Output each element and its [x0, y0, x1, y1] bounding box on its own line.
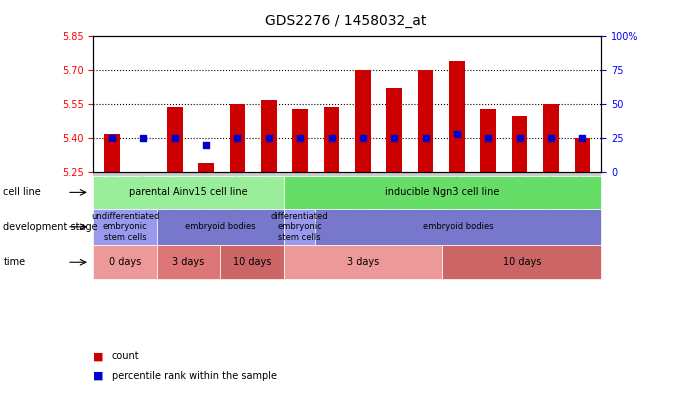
Text: undifferentiated
embryonic
stem cells: undifferentiated embryonic stem cells [91, 212, 159, 242]
Text: development stage: development stage [3, 222, 98, 232]
Point [357, 135, 368, 141]
Point [200, 142, 211, 148]
Text: cell line: cell line [3, 188, 41, 197]
Bar [323, 107, 339, 172]
Text: percentile rank within the sample: percentile rank within the sample [112, 371, 277, 381]
Bar [543, 104, 559, 172]
Bar [512, 115, 527, 172]
Bar [261, 100, 276, 172]
Text: time: time [3, 257, 26, 267]
Text: ■: ■ [93, 352, 104, 361]
Point [483, 135, 494, 141]
Bar [449, 61, 465, 172]
Text: ■: ■ [93, 371, 104, 381]
Bar [355, 70, 371, 172]
Bar [229, 104, 245, 172]
Point [326, 135, 337, 141]
Text: parental Ainv15 cell line: parental Ainv15 cell line [129, 188, 248, 197]
Text: 10 days: 10 days [502, 257, 541, 267]
Text: 3 days: 3 days [347, 257, 379, 267]
Text: inducible Ngn3 cell line: inducible Ngn3 cell line [386, 188, 500, 197]
Point [514, 135, 525, 141]
Bar [104, 134, 120, 172]
Point [232, 135, 243, 141]
Text: 0 days: 0 days [109, 257, 141, 267]
Bar [480, 109, 496, 172]
Bar [167, 107, 182, 172]
Text: 3 days: 3 days [172, 257, 205, 267]
Point [577, 135, 588, 141]
Text: embryoid bodies: embryoid bodies [185, 222, 256, 231]
Point [106, 135, 117, 141]
Point [451, 131, 462, 137]
Text: count: count [112, 352, 140, 361]
Text: 10 days: 10 days [233, 257, 271, 267]
Bar [198, 163, 214, 172]
Bar [418, 70, 433, 172]
Bar [574, 138, 590, 172]
Point [294, 135, 305, 141]
Point [169, 135, 180, 141]
Point [138, 135, 149, 141]
Point [545, 135, 556, 141]
Point [263, 135, 274, 141]
Text: GDS2276 / 1458032_at: GDS2276 / 1458032_at [265, 14, 426, 28]
Point [420, 135, 431, 141]
Text: embryoid bodies: embryoid bodies [423, 222, 493, 231]
Bar [386, 88, 402, 172]
Text: differentiated
embryonic
stem cells: differentiated embryonic stem cells [271, 212, 328, 242]
Bar [292, 109, 308, 172]
Point [389, 135, 400, 141]
